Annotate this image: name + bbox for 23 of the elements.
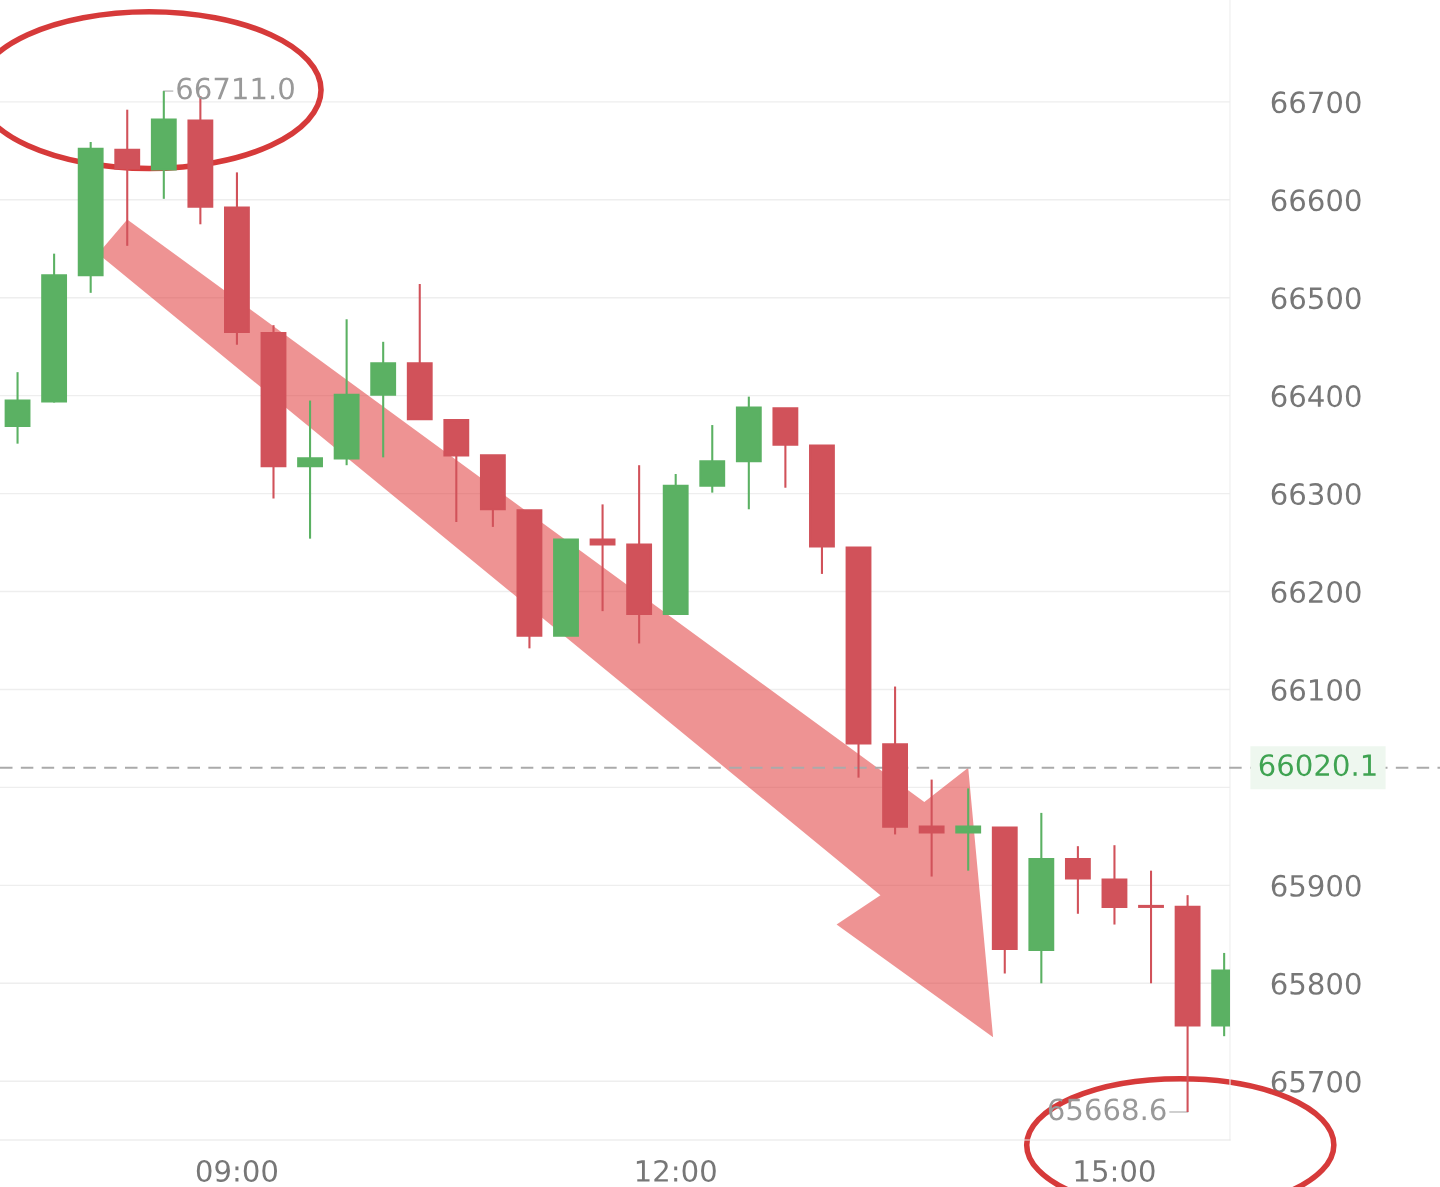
y-tick-label: 66400 [1271, 385, 1361, 408]
y-tick-label: 65800 [1271, 972, 1361, 995]
x-tick-label: 12:00 [636, 1159, 716, 1183]
x-tick-label: 09:00 [196, 1159, 278, 1183]
candlestick [1064, 845, 1091, 915]
y-tick-label: 65700 [1271, 1070, 1361, 1093]
candlestick [589, 503, 616, 613]
y-tick-label: 66300 [1271, 483, 1361, 506]
y-tick-label: 65900 [1271, 874, 1361, 897]
candlestick [918, 778, 945, 878]
y-tick-label: 66600 [1271, 189, 1361, 212]
y-tick-label: 66500 [1271, 287, 1361, 310]
candlestick [297, 399, 323, 540]
candlestick [1138, 869, 1164, 985]
y-tick-label: 66200 [1271, 580, 1361, 604]
candlestick [114, 108, 141, 247]
ref-line-label: 66020.1 [1259, 754, 1376, 777]
y-tick-label: 66100 [1271, 678, 1361, 701]
y-tick-label: 66700 [1271, 91, 1361, 114]
annotation: 65668.6 [1048, 1098, 1166, 1121]
annotation: 66711.0 [177, 77, 294, 100]
x-tick-label: 15:00 [1075, 1159, 1155, 1183]
candlestick [955, 787, 982, 872]
